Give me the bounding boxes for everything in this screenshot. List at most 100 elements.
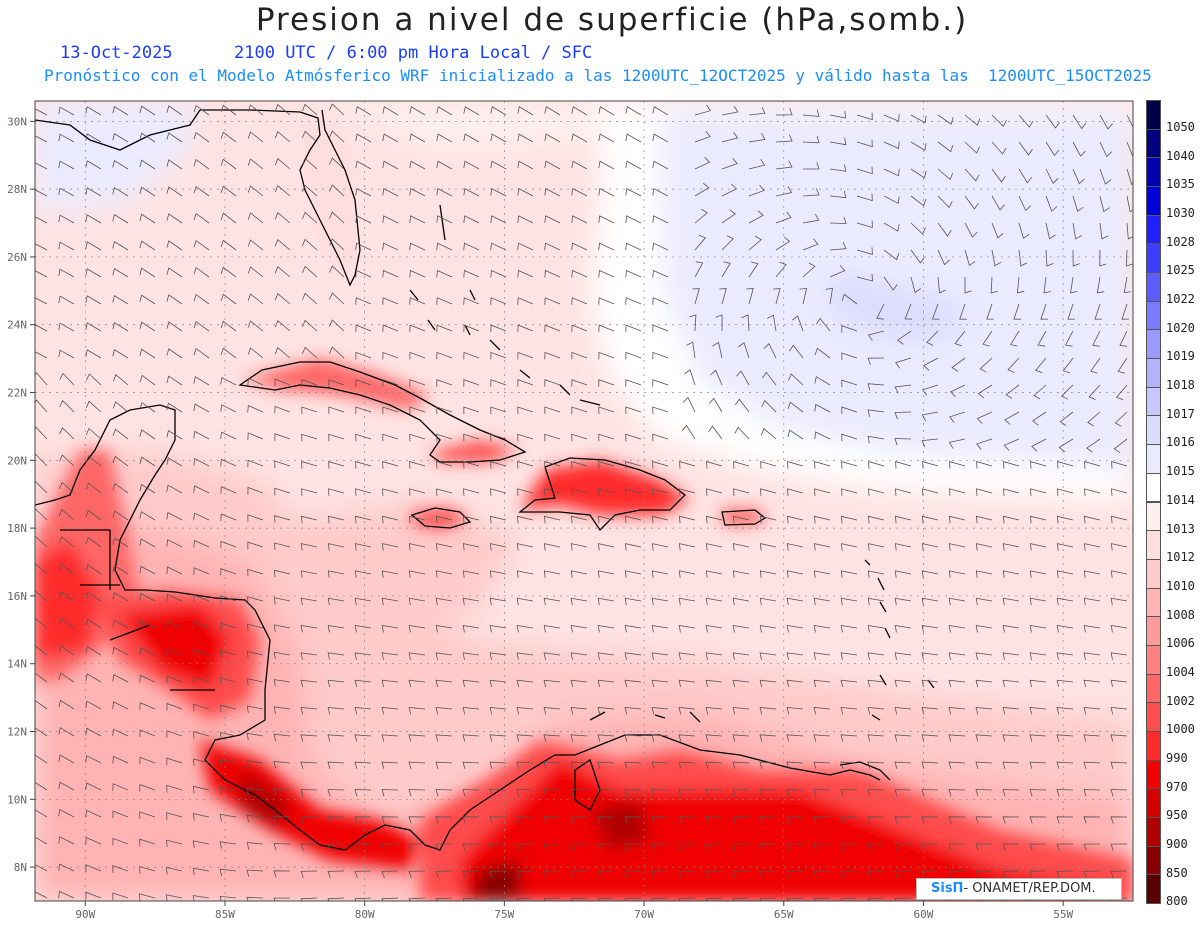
wind-barb — [354, 816, 372, 824]
wind-barb — [1110, 707, 1128, 715]
wind-barb — [652, 324, 669, 333]
wind-barb — [624, 679, 642, 688]
wind-barb — [760, 461, 777, 469]
wind-barb — [408, 843, 426, 851]
wind-barb — [1018, 114, 1034, 128]
colorbar-swatch — [1146, 272, 1161, 302]
wind-barb — [570, 897, 588, 901]
wind-barb — [381, 597, 399, 606]
wind-barb — [1002, 870, 1020, 879]
wind-barb — [732, 515, 750, 524]
wind-barb — [58, 241, 75, 251]
wind-barb — [436, 324, 453, 333]
wind-barb — [867, 435, 885, 444]
wind-barb — [883, 276, 898, 291]
wind-barb — [327, 897, 345, 901]
wind-barb — [748, 133, 766, 143]
wind-barb — [923, 357, 939, 371]
colorbar-label: 1010 — [1166, 578, 1195, 593]
pressure-colorbar: 1050 1040 1035 1030 1028 1025 1022 1020 1019 1018… — [1146, 100, 1200, 907]
wind-barb — [435, 543, 453, 551]
wind-barb — [220, 622, 237, 631]
wind-barb — [490, 351, 507, 360]
wind-barb — [274, 487, 291, 496]
wind-barb — [759, 515, 777, 524]
wind-barb — [598, 351, 615, 360]
wind-barb — [220, 704, 237, 713]
wind-barb — [1083, 707, 1101, 715]
wind-barb — [813, 570, 831, 578]
colorbar-swatch — [1146, 616, 1161, 646]
wind-barb — [840, 597, 858, 606]
wind-barb — [708, 397, 723, 413]
wind-barb — [112, 159, 129, 170]
wind-barb — [948, 570, 966, 578]
wind-barb — [274, 293, 291, 305]
wind-barb — [1111, 461, 1128, 469]
wind-barb — [247, 131, 264, 143]
wind-barb — [678, 679, 696, 688]
wind-barb — [1033, 384, 1047, 400]
wind-barb — [85, 400, 102, 413]
wind-barb — [166, 648, 183, 656]
colorbar-label: 1012 — [1166, 550, 1195, 565]
wind-barb — [867, 383, 885, 391]
wind-barb — [598, 242, 615, 251]
wind-barb — [408, 679, 426, 688]
wind-barb — [825, 287, 833, 305]
wind-barb — [166, 593, 183, 602]
wind-barb — [975, 570, 993, 578]
wind-barb — [35, 453, 48, 467]
wind-barb — [435, 625, 453, 633]
wind-barb — [1057, 461, 1074, 469]
wind-barb — [597, 597, 615, 606]
wind-barb — [274, 515, 291, 523]
wind-barb — [490, 379, 507, 387]
wind-barb — [193, 731, 210, 739]
wind-barb — [220, 458, 237, 467]
wind-barb — [867, 409, 885, 417]
wind-barb — [883, 195, 900, 204]
wind-barb — [139, 893, 156, 901]
wind-barb — [813, 897, 831, 901]
wind-barb — [876, 303, 885, 320]
wind-barb — [1056, 652, 1074, 660]
wind-barb — [1126, 195, 1133, 213]
wind-barb — [462, 897, 480, 901]
wind-barb — [597, 843, 615, 851]
wind-barb — [1018, 168, 1033, 184]
wind-barb — [355, 488, 372, 496]
wind-barb — [220, 212, 237, 224]
wind-barb — [1009, 330, 1020, 347]
wind-barb — [246, 650, 264, 659]
wind-barb — [840, 897, 858, 901]
wind-barb — [867, 734, 885, 742]
wind-barb — [355, 160, 372, 170]
wind-barb — [964, 277, 972, 294]
wind-barb — [247, 596, 264, 604]
wind-barb — [543, 870, 561, 879]
wind-barb — [166, 402, 183, 413]
wind-barb — [436, 106, 453, 116]
wind-barb — [329, 346, 345, 359]
wind-barb — [543, 652, 561, 660]
wind-barb — [910, 195, 927, 207]
wind-barb — [382, 160, 399, 170]
wind-barb — [301, 406, 318, 415]
wind-barb — [732, 597, 750, 606]
wind-barb — [570, 761, 588, 769]
wind-barb — [543, 543, 561, 551]
wind-barb — [786, 734, 804, 742]
wind-barb — [571, 379, 588, 387]
wind-barb — [112, 374, 129, 386]
wind-barb — [975, 515, 993, 524]
wind-barb — [247, 432, 264, 440]
wind-barb — [951, 357, 966, 372]
colorbar-label: 1004 — [1166, 664, 1195, 679]
wind-barb — [686, 341, 696, 359]
wind-barb — [355, 133, 372, 143]
wind-barb — [59, 454, 75, 467]
wind-barb — [571, 242, 588, 251]
wind-barb — [273, 597, 291, 605]
wind-barb — [85, 214, 102, 224]
